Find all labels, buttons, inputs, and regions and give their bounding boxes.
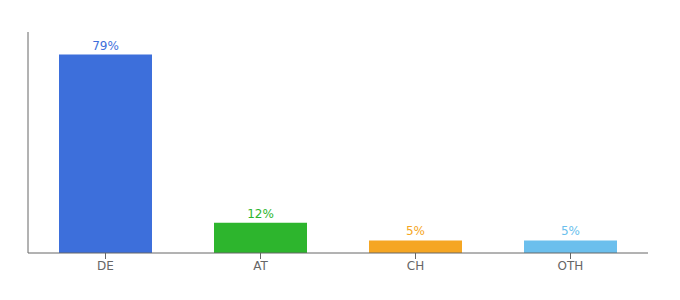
svg-text:79%: 79% (92, 39, 119, 53)
svg-text:AT: AT (253, 259, 268, 273)
svg-text:5%: 5% (406, 224, 425, 238)
svg-text:CH: CH (407, 259, 424, 273)
svg-text:5%: 5% (561, 224, 580, 238)
svg-text:12%: 12% (247, 207, 274, 221)
svg-text:DE: DE (97, 259, 114, 273)
svg-text:OTH: OTH (558, 259, 584, 273)
